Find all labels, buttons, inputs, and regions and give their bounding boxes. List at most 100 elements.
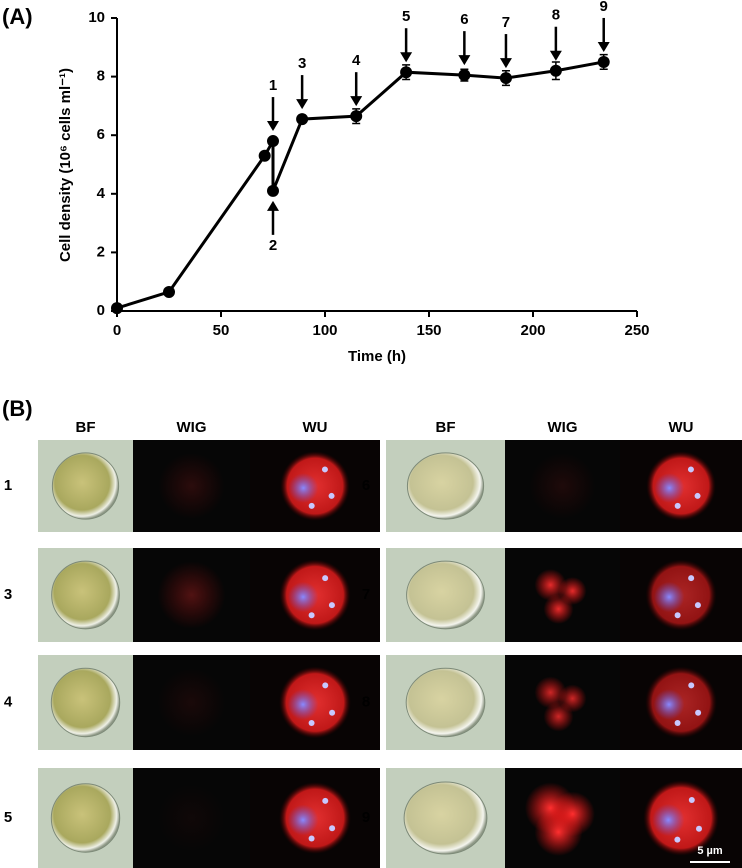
x-tick-label: 50 <box>213 322 230 339</box>
wu-spot <box>329 709 336 716</box>
annotation-arrowhead <box>549 50 562 61</box>
annotation-arrowhead <box>499 58 512 69</box>
column-header: WU <box>669 419 694 436</box>
row-label: 1 <box>4 477 12 494</box>
annotation-label: 8 <box>552 7 560 24</box>
y-axis-title: Cell density (10⁶ cells ml⁻¹) <box>57 68 74 262</box>
wu-nucleus <box>288 473 319 503</box>
wig-signal <box>543 701 574 732</box>
y-tick-label: 4 <box>97 185 106 202</box>
annotation-label: 9 <box>600 0 608 15</box>
wig-signal <box>534 808 583 856</box>
wu-spot <box>694 602 701 609</box>
row-label: 3 <box>4 586 12 603</box>
annotation-arrowhead <box>400 52 413 63</box>
wu-nucleus <box>653 581 685 613</box>
y-tick-label: 6 <box>97 126 105 143</box>
wu-nucleus <box>287 581 319 613</box>
wu-spot <box>322 575 329 582</box>
annotation-arrowhead <box>267 200 279 211</box>
column-header: BF <box>76 419 96 436</box>
wu-spot <box>696 825 702 832</box>
wu-spot <box>674 502 681 509</box>
annotation-label: 1 <box>269 77 277 94</box>
y-tick-label: 2 <box>97 243 105 260</box>
row-label: 7 <box>362 586 370 603</box>
row-label: 6 <box>362 477 370 494</box>
annotation-label: 7 <box>502 14 510 31</box>
panel-label: (B) <box>2 396 33 421</box>
annotation-label: 4 <box>352 52 361 69</box>
annotation-arrowhead <box>350 96 363 107</box>
data-point <box>111 302 123 315</box>
data-point <box>350 110 363 123</box>
wu-spot <box>329 825 336 832</box>
wu-spot <box>321 466 328 473</box>
column-header: WIG <box>177 419 207 436</box>
column-header: BF <box>436 419 456 436</box>
wu-nucleus <box>653 689 685 720</box>
annotation-label: 5 <box>402 8 410 25</box>
micrographs: BF WIG WU 1 3 4 5 BF WIG WU 6 7 8 9 5 µm <box>4 419 742 868</box>
wu-spot <box>308 835 315 842</box>
x-tick-label: 0 <box>113 322 121 339</box>
bf-cell <box>405 667 486 738</box>
x-tick-label: 100 <box>312 322 337 339</box>
bf-cell <box>406 560 485 630</box>
data-point <box>400 66 413 79</box>
data-line <box>116 60 604 310</box>
bf-cell <box>50 667 121 738</box>
y-tick-label: 0 <box>97 302 105 319</box>
column-header: WIG <box>548 419 578 436</box>
wu-spot <box>674 720 681 727</box>
wu-spot <box>695 709 702 716</box>
annotation-label: 2 <box>269 237 277 254</box>
x-tick-label: 250 <box>624 322 649 339</box>
wig-signal <box>529 452 596 520</box>
annotation-arrowhead <box>597 41 610 52</box>
y-tick-label: 10 <box>88 9 105 26</box>
data-point <box>267 184 279 197</box>
bf-cell <box>51 452 120 520</box>
wu-spot <box>694 492 701 499</box>
column-header: WU <box>303 419 328 436</box>
bf-cell <box>406 452 485 520</box>
data-point <box>296 113 309 126</box>
wu-spot <box>688 575 695 582</box>
annotation-arrowhead <box>296 99 309 110</box>
wu-spot <box>308 502 315 509</box>
wu-nucleus <box>287 689 319 720</box>
wu-spot <box>674 612 681 619</box>
data-point <box>267 135 279 148</box>
bf-cell <box>50 783 121 853</box>
wu-spot <box>328 602 335 609</box>
data-point <box>163 285 175 298</box>
row-label: 4 <box>4 693 13 710</box>
wig-signal <box>157 561 226 629</box>
wu-spot <box>308 720 315 727</box>
wu-spot <box>322 682 329 689</box>
wig-signal <box>157 668 226 737</box>
wig-signal <box>543 594 574 624</box>
wu-spot <box>688 682 695 689</box>
data-point <box>597 55 610 68</box>
x-tick-label: 150 <box>416 322 441 339</box>
wu-nucleus <box>287 804 319 836</box>
data-point <box>458 69 471 82</box>
x-axis-title: Time (h) <box>348 348 406 365</box>
wig-signal <box>534 569 567 601</box>
y-tick-label: 8 <box>97 68 105 85</box>
wu-spot <box>322 797 329 804</box>
row-label: 8 <box>362 693 370 710</box>
wu-nucleus <box>652 803 685 837</box>
data-point <box>549 64 562 77</box>
annotation-arrowhead <box>267 121 279 132</box>
annotation-arrowhead <box>458 55 471 66</box>
wig-signal <box>534 676 567 709</box>
annotation-label: 6 <box>460 11 468 28</box>
data-point <box>258 149 271 162</box>
data-point <box>499 72 512 85</box>
wu-spot <box>687 466 694 473</box>
wu-spot <box>674 836 681 843</box>
